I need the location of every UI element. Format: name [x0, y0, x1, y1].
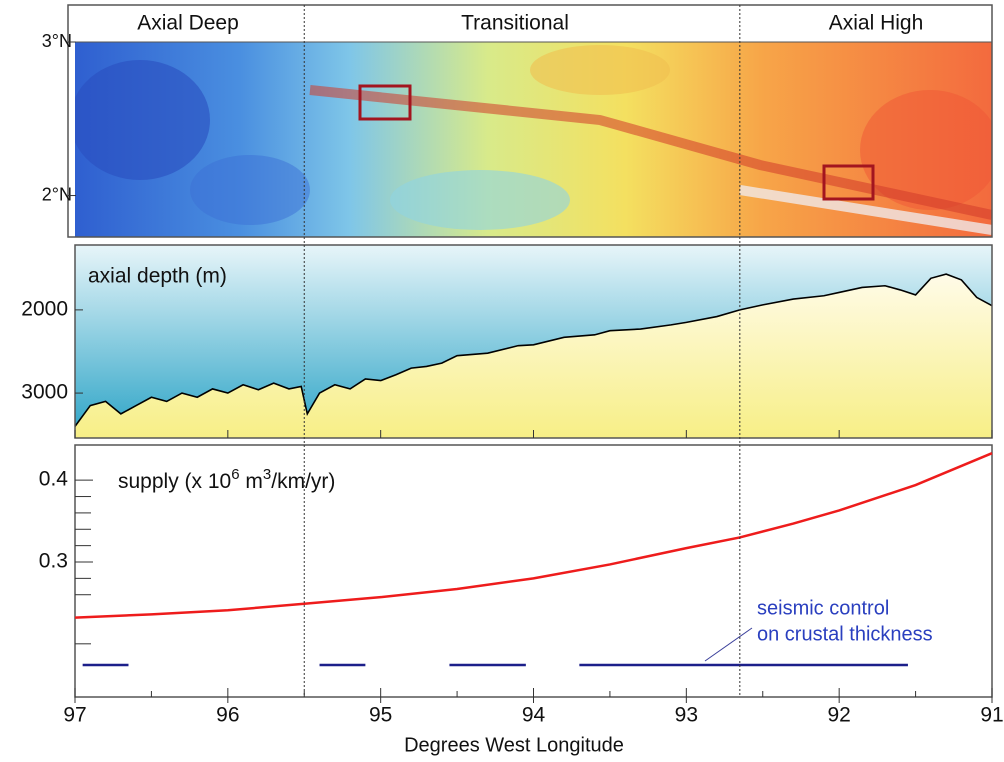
y-tick-label: 0.3: [39, 550, 68, 573]
title-part: m: [240, 470, 263, 493]
x-tick-label: 92: [827, 704, 850, 727]
x-tick-label: 97: [63, 704, 86, 727]
y-tick-label: 2000: [21, 297, 68, 320]
annotation: on crustal thickness: [757, 623, 933, 645]
annotation-leader: [705, 628, 752, 661]
y-tick-label: 3000: [21, 381, 68, 404]
y-tick-label: 0.4: [39, 468, 69, 491]
x-axis-title: Degrees West Longitude: [404, 734, 624, 756]
title-part: 3: [263, 466, 271, 483]
x-tick-label: 91: [980, 704, 1003, 727]
region-label: Transitional: [461, 12, 569, 35]
x-tick-label: 93: [675, 704, 698, 727]
annotation: seismic control: [757, 597, 889, 619]
lat-tick-label: 2°N: [42, 184, 72, 204]
region-label: Axial High: [829, 12, 924, 35]
x-tick-label: 95: [369, 704, 392, 727]
panel-title: supply (x 106 m3/km/yr): [118, 466, 335, 493]
x-tick-label: 96: [216, 704, 239, 727]
lat-tick-label: 3°N: [42, 31, 72, 51]
title-part: supply (x 10: [118, 470, 231, 493]
title-part: /km/yr): [271, 470, 335, 493]
bathymetry-image: [70, 42, 1000, 237]
title-part: 6: [231, 466, 239, 483]
figure: Axial Deep Transitional Axial High 3°N 2°N ax…: [0, 0, 1004, 762]
x-tick-label: 94: [522, 704, 546, 727]
panel-title: axial depth (m): [88, 265, 227, 288]
region-label: Axial Deep: [137, 12, 239, 35]
